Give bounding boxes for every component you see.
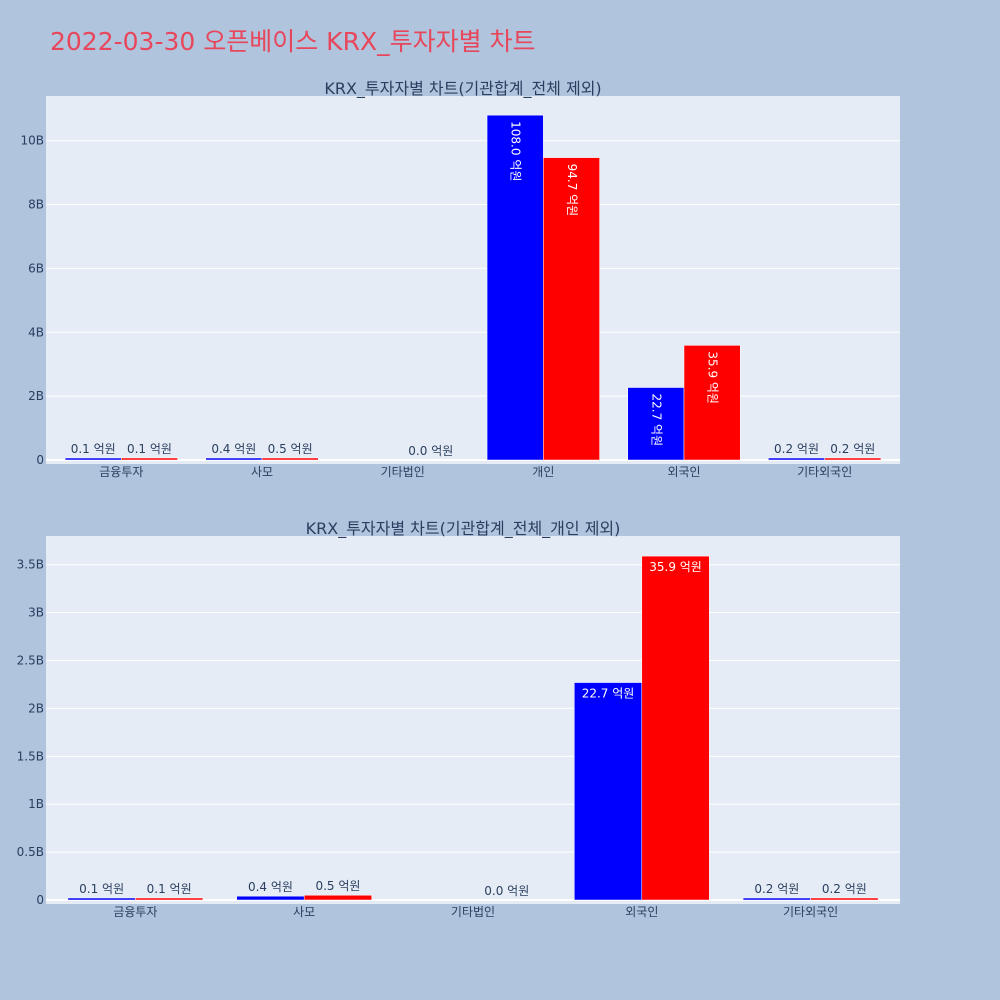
y-tick-label: 3B — [28, 606, 44, 620]
y-tick-label: 3.5B — [17, 558, 44, 572]
x-tick-label: 기타외국인 — [783, 905, 838, 919]
bar-value-label: 0.2 억원 — [774, 442, 819, 456]
chart-title: KRX_투자자별 차트(기관합계_전체 제외) — [324, 79, 601, 99]
y-tick-label: 6B — [28, 261, 44, 275]
bar — [810, 897, 879, 901]
chart-title: KRX_투자자별 차트(기관합계_전체_개인 제외) — [306, 519, 621, 539]
x-tick-label: 사모 — [251, 465, 273, 479]
y-tick-label: 1.5B — [17, 749, 44, 763]
bar-value-label: 0.1 억원 — [147, 882, 192, 896]
y-tick-label: 10B — [20, 134, 44, 148]
bar-value-label: 35.9 억원 — [706, 351, 720, 404]
x-tick-label: 개인 — [532, 465, 554, 479]
x-tick-label: 금융투자 — [113, 905, 157, 919]
y-tick-label: 0.5B — [17, 845, 44, 859]
chart-1: 0 2B 4B 6B 8B 10B KRX_투자자별 차트(기관합계_전체 제외) 금융투자 0… — [20, 79, 900, 479]
bar — [261, 457, 319, 461]
bar — [303, 894, 372, 901]
bar-value-label: 0.2 억원 — [754, 882, 799, 896]
bar — [205, 457, 263, 461]
x-tick-label: 기타법인 — [451, 905, 495, 919]
page-title: 2022-03-30 오픈베이스 KRX_투자자별 차트 — [50, 27, 536, 56]
bar — [824, 457, 882, 461]
bar — [641, 555, 710, 901]
bar — [543, 157, 600, 461]
bar-value-label: 0.1 억원 — [79, 882, 124, 896]
bar — [627, 387, 685, 461]
bar — [683, 345, 741, 461]
y-tick-label: 2.5B — [17, 654, 44, 668]
bar — [64, 457, 122, 461]
bar — [742, 897, 811, 901]
bar-value-label: 22.7 억원 — [582, 687, 635, 701]
bar-value-label: 0.5 억원 — [268, 442, 313, 456]
bar-value-label: 35.9 억원 — [649, 560, 702, 574]
bar-value-label: 0.0 억원 — [484, 884, 529, 898]
bar — [236, 895, 305, 901]
plot-area — [46, 536, 900, 904]
bar — [768, 457, 825, 461]
bar-value-label: 0.4 억원 — [211, 442, 256, 456]
bar — [574, 682, 643, 901]
x-tick-label: 외국인 — [625, 905, 658, 919]
plot-area — [46, 96, 900, 464]
chart-2: 0 0.5B 1B 1.5B 2B 2.5B 3B 3.5B KRX_투자자별 차트(기관합계_… — [17, 519, 900, 919]
bar-value-label: 22.7 억원 — [649, 394, 663, 447]
x-tick-label: 기타외국인 — [797, 465, 852, 479]
bar — [121, 457, 178, 461]
bar — [67, 897, 136, 901]
y-tick-label: 2B — [28, 389, 44, 403]
x-tick-label: 외국인 — [667, 465, 700, 479]
y-tick-label: 4B — [28, 325, 44, 339]
y-tick-label: 2B — [28, 701, 44, 715]
bar-value-label: 0.1 억원 — [71, 442, 116, 456]
y-tick-label: 0 — [36, 453, 44, 467]
bar-value-label: 0.0 억원 — [408, 444, 453, 458]
y-tick-label: 0 — [36, 893, 44, 907]
y-tick-label: 1B — [28, 797, 44, 811]
bar-value-label: 0.2 억원 — [830, 442, 875, 456]
bar-value-label: 108.0 억원 — [509, 121, 523, 181]
y-tick-label: 8B — [28, 198, 44, 212]
bar-value-label: 0.5 억원 — [315, 879, 360, 893]
bar — [135, 897, 204, 901]
x-tick-label: 금융투자 — [99, 465, 143, 479]
bar-value-label: 0.4 억원 — [248, 880, 293, 894]
bar-value-label: 0.1 억원 — [127, 442, 172, 456]
bar-value-label: 0.2 억원 — [822, 882, 867, 896]
bar-value-label: 94.7 억원 — [565, 164, 579, 217]
x-tick-label: 사모 — [293, 905, 315, 919]
x-tick-label: 기타법인 — [381, 465, 425, 479]
